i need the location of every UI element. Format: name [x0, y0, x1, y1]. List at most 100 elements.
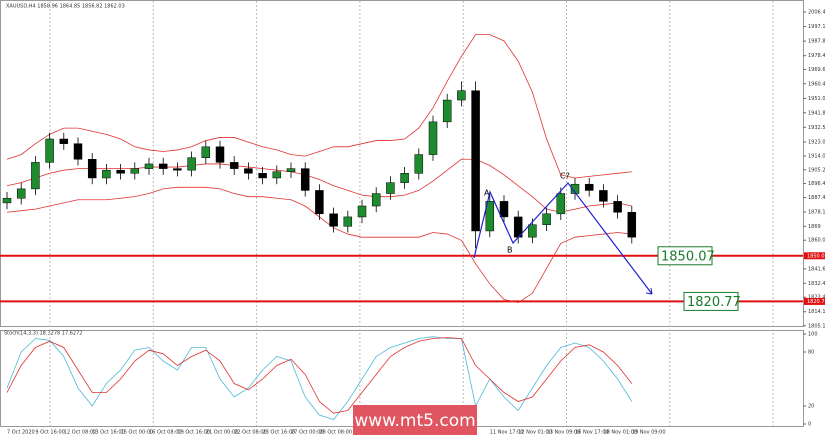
level-box	[657, 246, 713, 266]
chart-title: XAUUSD,H4 1858.96 1864.85 1856.82 1862.0…	[6, 4, 125, 10]
candle-body	[59, 138, 69, 144]
y-tick-label: 1978.48	[808, 53, 825, 59]
x-tick-label: 16 Nov 17:00	[575, 430, 609, 436]
candle-body	[144, 163, 154, 169]
level-tag	[804, 252, 825, 260]
candle-body	[244, 168, 253, 174]
stoch-tick-label: 100	[808, 332, 818, 338]
candle-body	[343, 216, 353, 227]
candle-body	[414, 154, 424, 174]
candle-body	[16, 188, 26, 199]
candle-body	[130, 168, 140, 174]
y-tick-label: 1805.15	[808, 323, 825, 329]
candle-body	[158, 163, 168, 169]
y-tick-label: 1960.46	[808, 81, 825, 87]
candle-body	[584, 183, 594, 191]
candle-body	[2, 197, 12, 204]
x-tick-label: 9 Oct 16:00	[35, 430, 64, 436]
candle-body	[400, 173, 409, 183]
y-tick-label: 1869	[808, 224, 821, 230]
candle-body	[272, 171, 282, 179]
x-tick-label: 12 Nov 01:00	[518, 430, 552, 436]
y-tick-label: 2006.46	[808, 10, 825, 16]
candle-body	[31, 162, 40, 190]
candle-body	[173, 168, 182, 171]
y-tick-label: 1932.51	[808, 125, 825, 131]
candle-body	[315, 190, 324, 215]
candle-body	[73, 143, 83, 160]
candle-body	[371, 193, 381, 207]
candle-body	[542, 213, 551, 225]
x-tick-label: 12 Oct 08:00	[64, 430, 97, 436]
stoch-main	[6, 336, 633, 420]
x-tick-label: 19 Oct 16:00	[177, 430, 210, 436]
level-label: 1850.07	[661, 249, 715, 264]
watermark-box	[353, 405, 477, 435]
candle-body	[258, 173, 267, 179]
watermark: www.mt5.com	[354, 411, 475, 431]
candle-body	[556, 193, 566, 215]
wave-line	[473, 182, 653, 295]
level-tag-label: 1820.77	[807, 299, 825, 305]
x-tick-label: 19 Nov 09:00	[632, 430, 666, 436]
x-tick-label: 27 Oct 00:00	[291, 430, 324, 436]
candle-body	[386, 182, 395, 194]
stoch-tick-label: 0	[808, 422, 811, 428]
candle-body	[329, 213, 338, 227]
candle-body	[457, 90, 466, 101]
candle-body	[428, 121, 438, 155]
x-tick-label: 21 Oct 00:00	[206, 430, 239, 436]
x-tick-label: 16 Oct 08:00	[149, 430, 182, 436]
candle-body	[286, 168, 296, 172]
candle-body	[442, 99, 452, 123]
band-middle	[6, 158, 632, 213]
candle-body	[613, 201, 622, 213]
candle-body	[87, 159, 97, 179]
stoch-tick-label: 20	[808, 404, 814, 410]
wave-label: B	[507, 246, 513, 255]
candle-body	[201, 146, 211, 158]
x-tick-label: 23 Oct 16:00	[263, 430, 296, 436]
stoch-label: Stoch(14,3,3) 18.3278 17.6272	[4, 331, 82, 337]
y-tick-label: 1887.4	[808, 195, 825, 201]
x-tick-label: 18 Nov 01:00	[603, 430, 637, 436]
candle-body	[499, 201, 509, 218]
candle-body	[485, 201, 495, 232]
x-tick-label: 13 Oct 16:00	[92, 430, 125, 436]
stoch-tick-label: 80	[808, 350, 814, 356]
y-tick-label: 1923.08	[808, 140, 825, 146]
x-tick-label: 28 Oct 08:00	[319, 430, 352, 436]
y-tick-label: 1823.49	[808, 295, 825, 301]
candle-body	[102, 169, 111, 179]
level-tag	[804, 297, 825, 305]
x-tick-label: 13 Nov 09:00	[547, 430, 581, 436]
candle-body	[45, 138, 54, 163]
stoch-signal	[6, 337, 633, 414]
wave-label: A	[484, 189, 490, 198]
y-tick-label: 1951.06	[808, 96, 825, 102]
y-tick-label: 1914.06	[808, 154, 825, 160]
y-tick-label: 1841.65	[808, 266, 825, 272]
level-tag-label: 1850.07	[807, 253, 825, 259]
candle-body	[229, 162, 239, 169]
candle-body	[627, 211, 637, 238]
candle-body	[116, 169, 125, 174]
candle-body	[300, 168, 310, 191]
y-tick-label: 1814.15	[808, 309, 825, 315]
wave-arrow	[645, 287, 653, 295]
x-tick-label: 11 Nov 17:00	[490, 430, 524, 436]
candle-body	[471, 90, 480, 232]
candle-body	[357, 205, 367, 218]
x-tick-label: 7 Oct 2020	[7, 430, 35, 436]
y-tick-label: 1878.16	[808, 209, 825, 215]
x-tick-label: 22 Oct 08:00	[234, 430, 267, 436]
candle-body	[528, 224, 537, 238]
level-box	[683, 291, 739, 311]
x-tick-label: 15 Oct 00:00	[121, 430, 154, 436]
y-tick-label: 1969.66	[808, 67, 825, 73]
y-tick-label: 1896.4	[808, 181, 825, 187]
band-upper	[6, 34, 632, 179]
y-tick-label: 1832.4	[808, 281, 825, 287]
candle-body	[187, 157, 196, 171]
